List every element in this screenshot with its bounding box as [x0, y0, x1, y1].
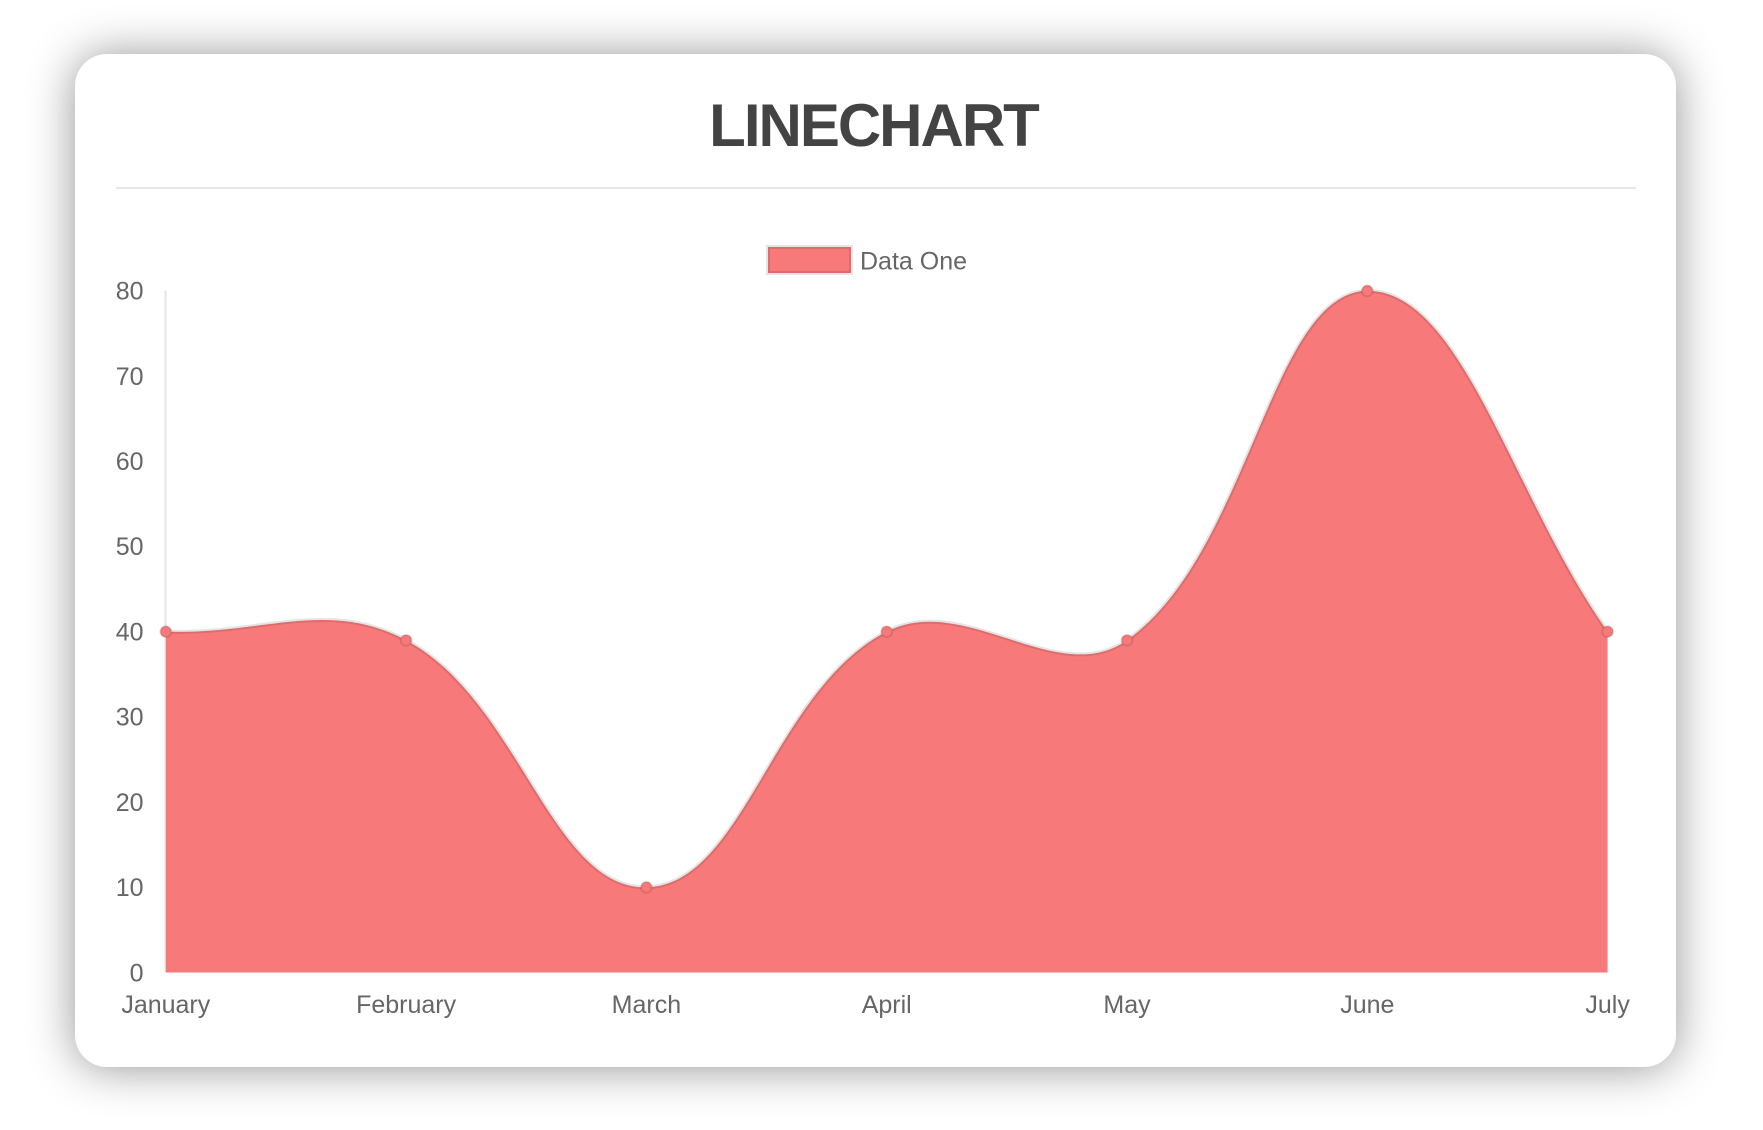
svg-text:80: 80 [116, 278, 144, 306]
svg-text:January: January [121, 991, 210, 1019]
svg-text:50: 50 [116, 533, 144, 561]
svg-text:10: 10 [116, 874, 144, 902]
svg-text:June: June [1340, 991, 1394, 1019]
svg-text:60: 60 [116, 448, 144, 476]
svg-text:May: May [1103, 991, 1151, 1019]
svg-text:April: April [862, 991, 912, 1019]
svg-text:0: 0 [130, 959, 144, 987]
svg-text:Data One: Data One [860, 248, 967, 276]
svg-text:July: July [1585, 991, 1630, 1019]
svg-text:40: 40 [116, 618, 144, 646]
svg-text:70: 70 [116, 363, 144, 391]
svg-text:March: March [612, 991, 681, 1019]
svg-text:30: 30 [116, 704, 144, 732]
svg-text:20: 20 [116, 789, 144, 817]
svg-text:February: February [356, 991, 457, 1019]
